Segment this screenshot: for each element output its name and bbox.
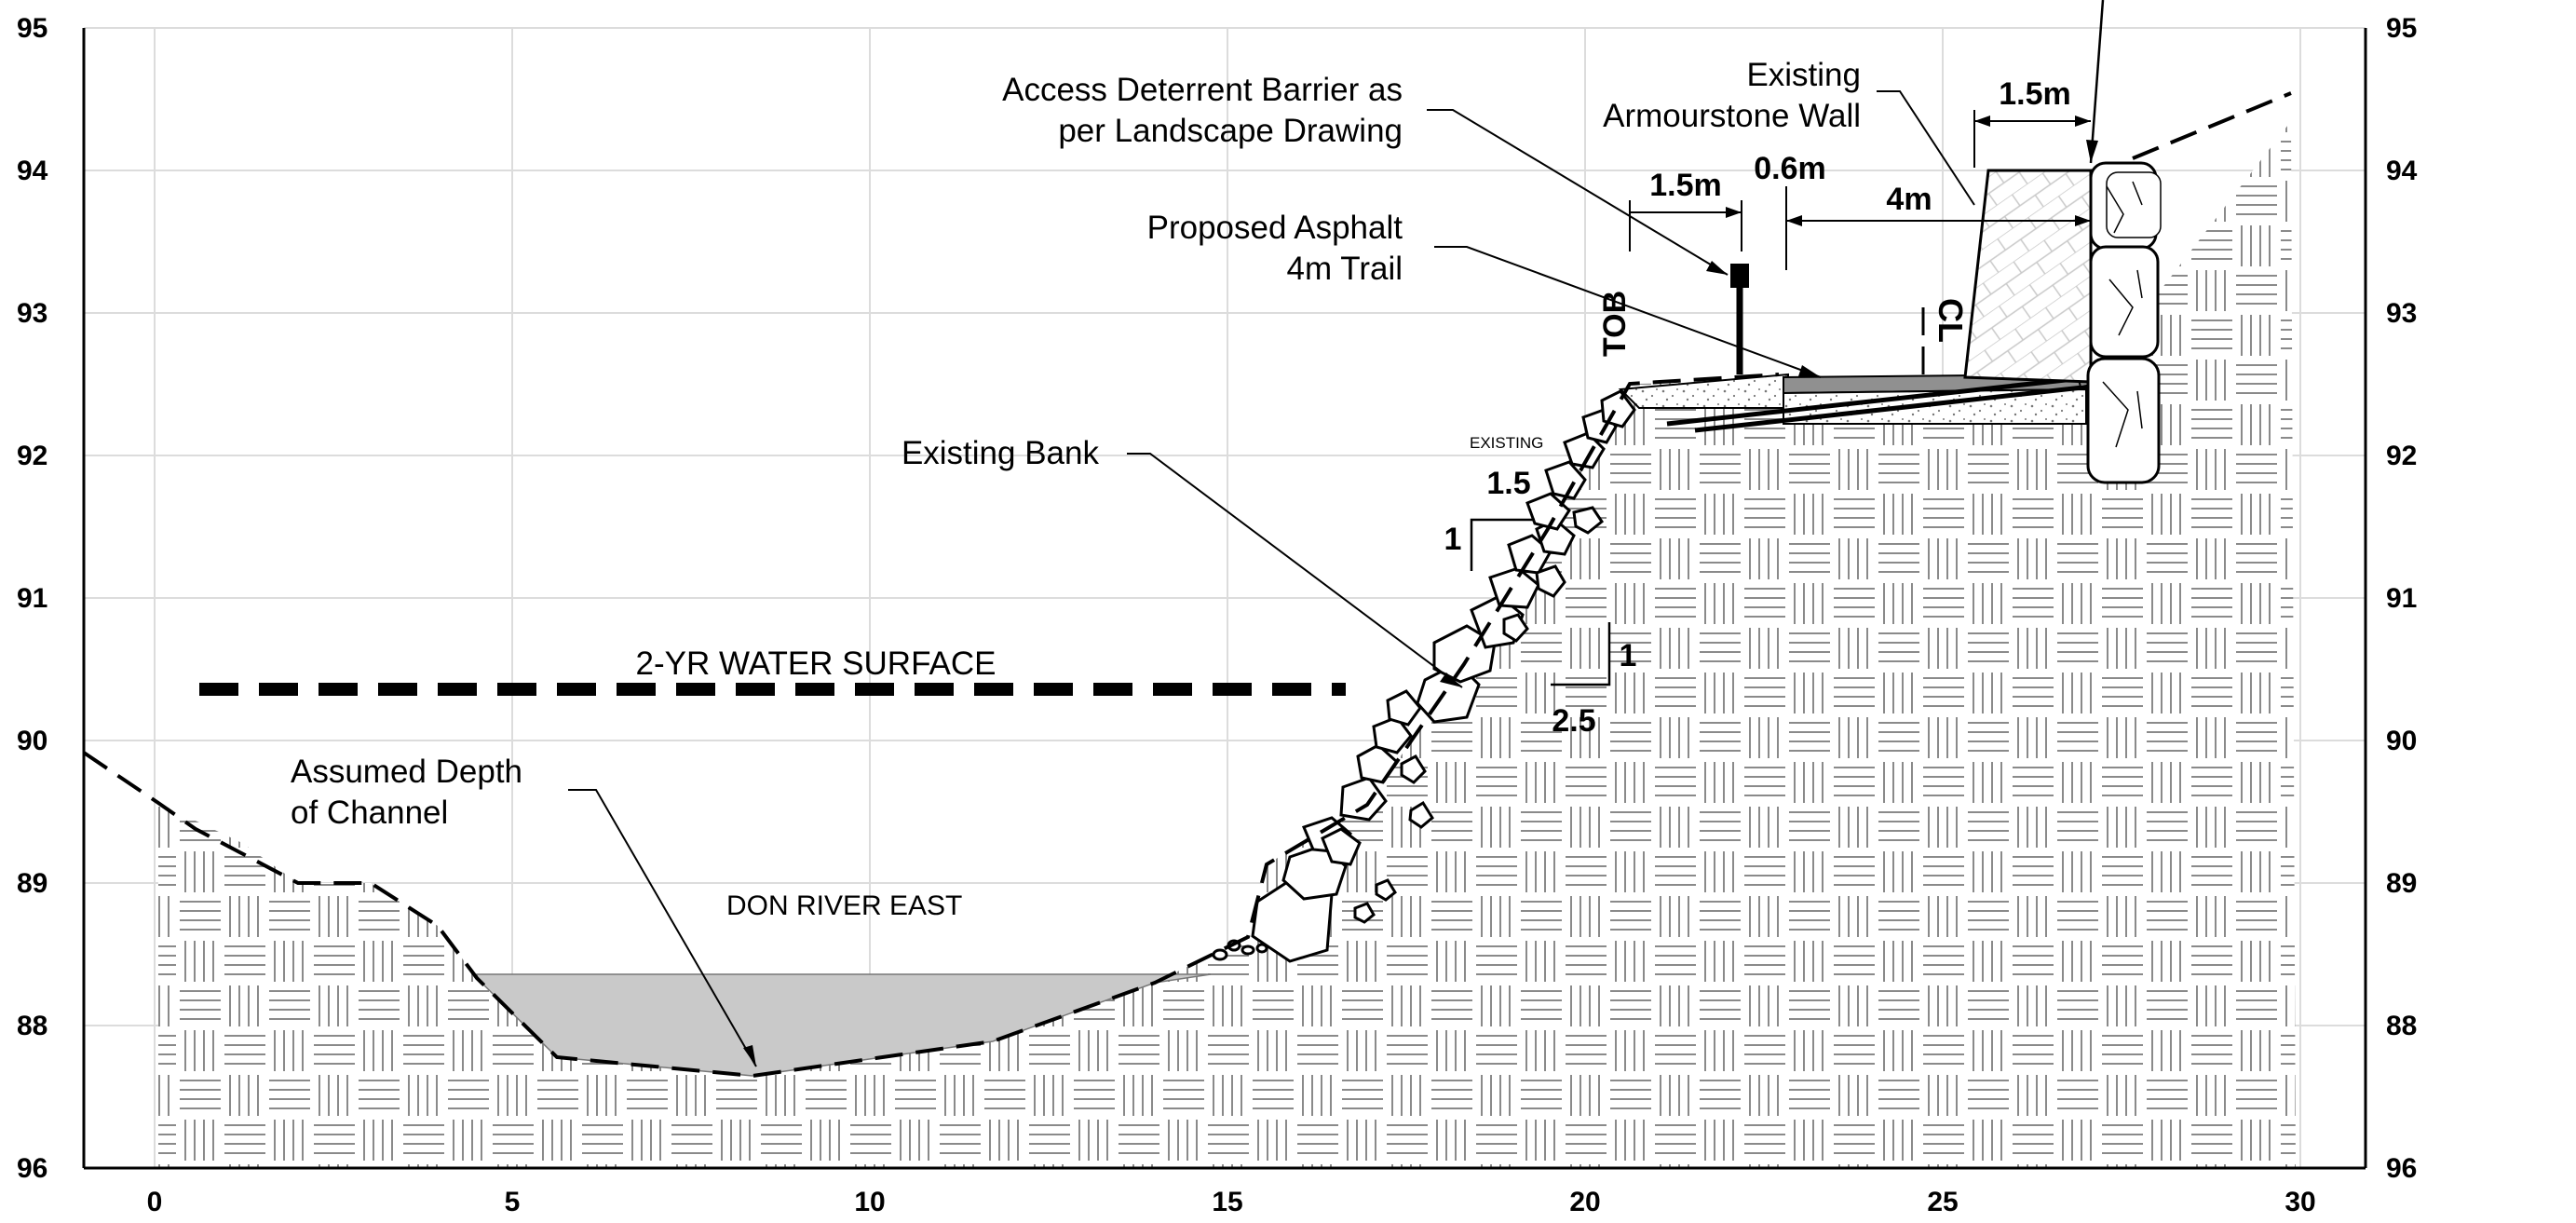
y-tick: 93 — [17, 298, 47, 329]
asphalt-trail-label: Proposed Asphalt — [1147, 210, 1403, 246]
water-surface-label: 2-YR WATER SURFACE — [636, 645, 997, 682]
dimension-lines — [1470, 0, 2105, 686]
x-tick: 20 — [1569, 1187, 1600, 1217]
y-tick: 91 — [2386, 583, 2417, 614]
x-tick: 10 — [854, 1187, 885, 1217]
depth-label: of Channel — [291, 795, 448, 831]
y-tick: 92 — [17, 441, 47, 471]
existing-slope-label: EXISTING — [1470, 434, 1543, 452]
access-barrier-label: per Landscape Drawing — [1058, 113, 1403, 149]
y-tick: 92 — [2386, 441, 2417, 471]
existing-wall-label: Existing — [1746, 57, 1861, 93]
axis-frame — [82, 28, 2367, 1170]
y-tick: 89 — [17, 868, 47, 899]
armourstone-blocks — [2086, 161, 2162, 484]
river-label: DON RIVER EAST — [726, 890, 962, 921]
access-barrier-post — [1730, 264, 1749, 374]
y-axis-left: 95 94 93 92 91 90 89 88 96 — [17, 13, 48, 1184]
slope-upper-rise: 1 — [1444, 522, 1462, 557]
y-tick: 96 — [2386, 1153, 2417, 1184]
x-tick: 30 — [2285, 1187, 2315, 1217]
slope-lower-run: 2.5 — [1552, 703, 1595, 739]
asphalt-trail-label: 4m Trail — [1287, 251, 1403, 287]
y-tick: 89 — [2386, 868, 2417, 899]
slope-lower-rise: 1 — [1620, 638, 1637, 673]
y-tick: 93 — [2386, 298, 2417, 329]
y-tick: 95 — [17, 13, 47, 44]
y-tick: 88 — [2386, 1011, 2417, 1041]
access-barrier-label: Access Deterrent Barrier as — [1002, 72, 1403, 108]
tob-label: TOB — [1597, 291, 1633, 357]
arrow-heads — [743, 116, 2098, 1067]
y-tick: 90 — [17, 726, 47, 756]
x-axis: 0 5 10 15 20 25 30 — [147, 1187, 2316, 1217]
y-tick: 90 — [2386, 726, 2417, 756]
x-tick: 15 — [1212, 1187, 1242, 1217]
riprap-stones — [1212, 389, 1636, 963]
x-tick: 5 — [505, 1187, 521, 1217]
y-tick: 95 — [2386, 13, 2417, 44]
dim-wall-top: 1.5m — [1999, 76, 2071, 112]
existing-wall — [1963, 169, 2093, 384]
x-tick: 25 — [1927, 1187, 1958, 1217]
existing-wall-label: Armourstone Wall — [1603, 98, 1861, 134]
y-tick: 94 — [2386, 156, 2418, 186]
existing-bank-label: Existing Bank — [902, 435, 1100, 471]
dim-barrier-offset: 1.5m — [1649, 168, 1722, 203]
x-tick: 0 — [147, 1187, 163, 1217]
slope-upper-run: 1.5 — [1486, 466, 1530, 501]
depth-label: Assumed Depth — [291, 754, 522, 790]
existing-ground-profile — [82, 91, 2292, 1079]
leader-lines — [568, 90, 1975, 1067]
y-tick: 94 — [17, 156, 48, 186]
y-tick: 88 — [17, 1011, 47, 1041]
y-tick: 96 — [17, 1153, 47, 1184]
dim-trail-width: 4m — [1886, 182, 1932, 217]
y-tick: 91 — [17, 583, 47, 614]
y-axis-right: 95 94 93 92 91 90 89 88 96 — [2386, 13, 2418, 1184]
trail-section — [1618, 373, 2092, 433]
centerline-symbol: CL — [1932, 298, 1970, 343]
dim-gap: 0.6m — [1754, 151, 1826, 186]
